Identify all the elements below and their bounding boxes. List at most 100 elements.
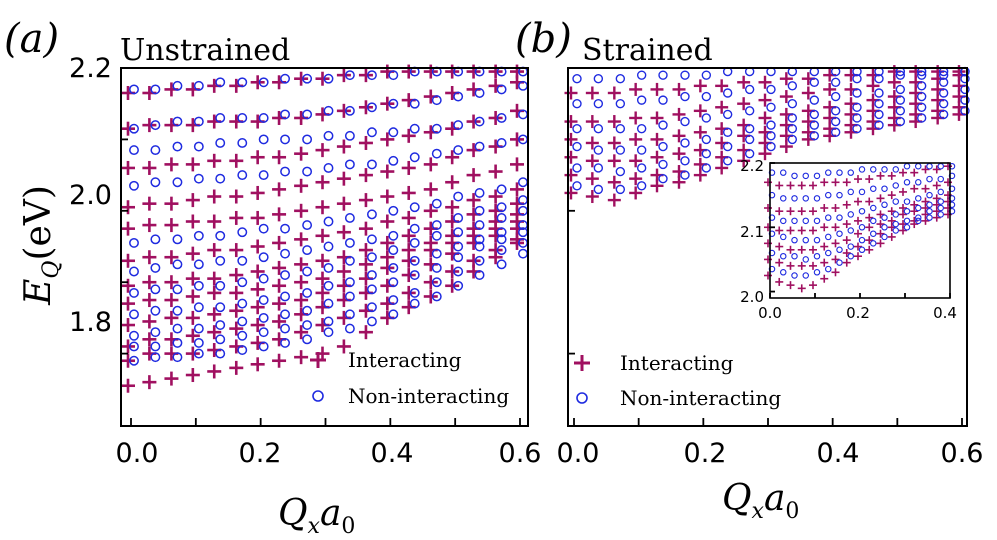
data-point-interacting xyxy=(229,210,244,225)
panel-b-legend: Interacting Non-interacting xyxy=(574,351,781,410)
panel-b-frame xyxy=(567,67,968,427)
data-point-interacting xyxy=(358,100,373,115)
data-point-noninteracting xyxy=(431,262,442,273)
data-point-noninteracting xyxy=(722,88,733,98)
data-point-interacting xyxy=(272,207,287,222)
data-point-interacting xyxy=(185,271,200,286)
data-point-noninteracting xyxy=(150,145,161,156)
data-point-noninteracting xyxy=(895,106,906,116)
data-point-noninteracting xyxy=(824,214,832,221)
data-point-noninteracting xyxy=(258,295,269,305)
data-point-interacting xyxy=(607,154,621,168)
data-point-noninteracting xyxy=(280,309,291,320)
data-point-noninteracting xyxy=(836,169,843,176)
data-point-interacting xyxy=(809,281,817,290)
data-point-noninteracting xyxy=(129,145,139,156)
data-point-noninteracting xyxy=(824,249,832,257)
data-point-noninteracting xyxy=(938,70,949,80)
data-point-noninteracting xyxy=(302,73,313,84)
data-point-interacting xyxy=(564,150,578,164)
data-point-noninteracting xyxy=(237,298,248,309)
data-point-interacting xyxy=(207,364,222,379)
data-point-interacting xyxy=(401,185,416,200)
data-point-interacting xyxy=(294,350,309,365)
data-point-noninteracting xyxy=(496,184,507,195)
data-point-interacting xyxy=(831,223,840,232)
data-point-noninteracting xyxy=(701,134,712,145)
data-point-noninteracting xyxy=(518,177,528,188)
data-point-interacting xyxy=(423,203,438,218)
data-point-noninteracting xyxy=(869,240,877,247)
data-point-interacting xyxy=(294,325,309,340)
data-point-interacting xyxy=(854,252,862,261)
data-point-noninteracting xyxy=(847,252,854,260)
data-point-interacting xyxy=(229,243,244,258)
data-point-noninteracting xyxy=(474,234,485,245)
panel-b-ticks xyxy=(568,67,963,425)
data-point-noninteracting xyxy=(892,220,899,228)
data-point-interacting xyxy=(423,157,438,172)
data-point-noninteracting xyxy=(701,91,712,102)
data-point-noninteracting xyxy=(680,91,690,102)
data-point-noninteracting xyxy=(496,245,507,256)
data-point-noninteracting xyxy=(150,234,161,245)
data-point-noninteracting xyxy=(172,80,183,91)
data-point-interacting xyxy=(207,189,222,204)
data-point-noninteracting xyxy=(916,70,927,80)
data-point-noninteracting xyxy=(836,259,843,266)
data-point-interacting xyxy=(932,181,941,190)
data-point-noninteracting xyxy=(496,113,507,123)
data-point-noninteracting xyxy=(302,305,313,316)
data-point-noninteracting xyxy=(172,141,183,152)
data-point-noninteracting xyxy=(302,266,313,277)
data-point-interacting xyxy=(207,285,222,300)
data-point-interacting xyxy=(899,168,907,177)
data-point-interacting xyxy=(758,111,772,125)
legend-noninteracting-label: Non-interacting xyxy=(348,384,509,408)
data-point-noninteracting xyxy=(431,248,442,259)
data-point-noninteracting xyxy=(280,248,291,259)
data-point-noninteracting xyxy=(636,163,647,173)
data-point-interacting xyxy=(121,200,135,215)
data-point-noninteracting xyxy=(496,84,507,95)
data-point-interacting xyxy=(164,275,179,290)
data-point-noninteracting xyxy=(323,163,334,173)
data-point-noninteracting xyxy=(680,170,690,180)
data-point-interacting xyxy=(185,193,200,208)
data-point-interacting xyxy=(401,160,416,175)
data-point-interacting xyxy=(564,186,578,200)
data-point-noninteracting xyxy=(237,113,248,123)
inset-chart: 2.0 2.1 2.2 0.0 0.2 0.4 xyxy=(740,157,957,322)
data-point-interacting xyxy=(820,223,829,232)
data-point-noninteracting xyxy=(869,166,877,173)
data-point-interacting xyxy=(250,318,265,333)
data-point-noninteracting xyxy=(193,80,204,91)
data-point-noninteracting xyxy=(172,116,183,127)
data-point-noninteracting xyxy=(938,88,949,98)
data-point-noninteracting xyxy=(892,198,899,205)
data-point-noninteracting xyxy=(830,77,841,87)
data-point-interacting xyxy=(315,253,330,268)
legend-noninteracting-label: Non-interacting xyxy=(620,386,781,410)
panel-a: 1.8 2.0 2.2 0.0 0.2 0.4 0.6 Interacting … xyxy=(69,53,541,469)
data-point-interacting xyxy=(876,171,885,180)
data-point-noninteracting xyxy=(409,98,420,109)
data-point-noninteracting xyxy=(496,227,507,238)
data-point-noninteracting xyxy=(323,262,334,273)
data-point-noninteracting xyxy=(830,106,841,116)
data-point-interacting xyxy=(358,257,373,272)
data-point-interacting xyxy=(315,200,330,215)
data-point-noninteracting xyxy=(572,123,582,134)
data-point-noninteracting xyxy=(830,116,841,127)
data-point-interacting xyxy=(207,214,222,229)
data-point-noninteracting xyxy=(302,287,313,298)
data-point-noninteracting xyxy=(431,291,442,302)
data-point-interacting xyxy=(272,314,287,329)
data-point-noninteracting xyxy=(280,270,291,281)
x-axis-label-a-main: Q xyxy=(278,493,308,534)
data-point-noninteracting xyxy=(474,220,485,231)
data-point-interacting xyxy=(797,226,806,235)
data-point-noninteracting xyxy=(960,106,970,116)
data-point-interacting xyxy=(585,190,599,204)
data-point-noninteracting xyxy=(193,230,204,241)
